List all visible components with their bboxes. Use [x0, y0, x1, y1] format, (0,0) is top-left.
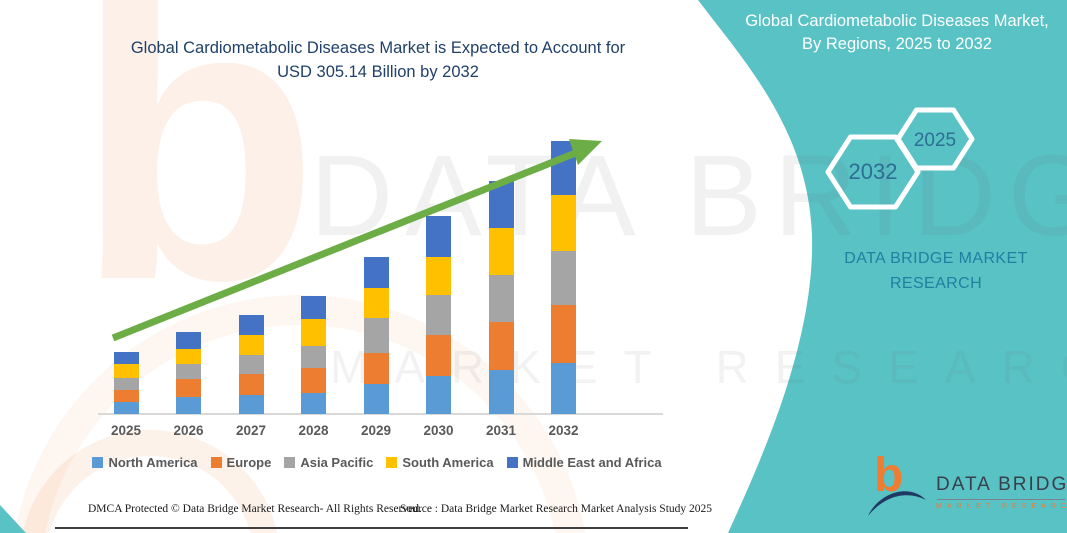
hexagon-2025 [895, 107, 975, 171]
x-axis-line [98, 413, 663, 415]
bar-segment-north-america [301, 393, 326, 414]
bar-segment-south-america [426, 257, 451, 295]
bar-segment-middle-east-and-africa [426, 216, 451, 257]
legend-swatch [284, 457, 296, 468]
bar-segment-europe [363, 353, 389, 384]
legend-label: South America [402, 455, 494, 470]
hexagon-2025-label: 2025 [914, 130, 956, 151]
logo-divider [937, 499, 1065, 500]
footer-dmca-text: DMCA Protected © Data Bridge Market Rese… [88, 503, 422, 515]
legend-swatch [506, 457, 518, 468]
bar-2029 [363, 257, 389, 414]
bar-segment-south-america [238, 335, 264, 355]
bar-segment-europe [176, 379, 201, 398]
bar-segment-asia-pacific [113, 378, 139, 390]
corner-accent-triangle [0, 505, 26, 533]
bar-segment-north-america [488, 370, 514, 414]
logo-swoosh-icon [868, 491, 926, 516]
x-axis-label-2028: 2028 [298, 423, 329, 438]
bar-segment-europe [426, 335, 451, 376]
bar-segment-middle-east-and-africa [301, 296, 326, 319]
bar-segment-europe [301, 368, 326, 393]
bar-segment-middle-east-and-africa [176, 332, 201, 350]
bar-segment-asia-pacific [551, 251, 576, 305]
bar-2027 [238, 314, 264, 414]
bar-2032 [551, 141, 576, 414]
legend-item-middle-east-and-africa: Middle East and Africa [506, 455, 662, 470]
bar-segment-north-america [551, 363, 576, 414]
bar-segment-europe [551, 305, 576, 363]
hexagon-2032-label: 2032 [849, 159, 898, 184]
bar-segment-north-america [426, 376, 451, 414]
legend-label: Europe [226, 455, 272, 470]
footer-divider-line [55, 527, 688, 529]
bar-segment-asia-pacific [488, 275, 514, 322]
bar-segment-middle-east-and-africa [113, 351, 139, 364]
bar-2025 [113, 351, 139, 414]
bar-segment-middle-east-and-africa [238, 314, 264, 335]
x-axis-label-2026: 2026 [173, 423, 204, 438]
bar-segment-south-america [113, 364, 139, 378]
legend-label: Asia Pacific [300, 455, 374, 470]
x-axis-label-2030: 2030 [423, 423, 454, 438]
bar-segment-europe [488, 322, 514, 370]
logo-name-text: DATA BRIDGE [936, 474, 1067, 495]
data-bridge-logo: b DATA BRIDGE MARKET RESEARCH [866, 452, 1067, 522]
x-axis-label-2027: 2027 [235, 423, 267, 438]
bar-segment-north-america [238, 394, 264, 414]
logo-b-glyph: b [874, 449, 904, 502]
hexagon-2032 [825, 134, 921, 210]
bar-segment-south-america [488, 228, 514, 275]
brand-wordmark-text: DATA BRIDGE MARKET RESEARCH [844, 250, 1028, 292]
bar-2028 [301, 296, 326, 414]
right-panel-title: Global Cardiometabolic Diseases Market, … [745, 12, 1049, 53]
bar-segment-asia-pacific [176, 364, 201, 380]
legend-swatch [386, 457, 398, 468]
chart-legend: North America Europe Asia Pacific South Ame… [86, 455, 668, 470]
x-axis-label-2032: 2032 [548, 423, 579, 438]
bar-segment-europe [113, 389, 139, 402]
legend-label: North America [108, 455, 198, 470]
legend-item-asia-pacific: Asia Pacific [284, 455, 373, 470]
legend-label: Middle East and Africa [522, 455, 662, 470]
legend-swatch [92, 457, 104, 468]
x-axis-label-2025: 2025 [110, 423, 142, 438]
x-axis-label-2031: 2031 [485, 423, 517, 438]
teal-panel-background [698, 0, 1067, 533]
bar-segment-asia-pacific [426, 295, 451, 335]
data-bridge-logo-icon: b [866, 452, 928, 522]
bar-segment-asia-pacific [363, 318, 389, 353]
bar-segment-south-america [301, 319, 326, 346]
bar-segment-south-america [363, 288, 389, 318]
bar-segment-north-america [363, 384, 389, 414]
bar-segment-middle-east-and-africa [363, 257, 389, 288]
bar-2026 [176, 332, 201, 414]
footer-source-text: Source : Data Bridge Market Research Mar… [400, 503, 713, 515]
legend-swatch [210, 457, 222, 468]
bar-segment-north-america [176, 397, 201, 414]
hexagon-year-badges: 2032 2025 [825, 107, 975, 210]
bar-segment-asia-pacific [301, 346, 326, 368]
bar-2031 [488, 181, 514, 414]
bar-segment-middle-east-and-africa [488, 181, 514, 228]
legend-item-north-america: North America [92, 455, 198, 470]
bar-segment-middle-east-and-africa [551, 141, 576, 195]
bar-segment-asia-pacific [238, 354, 264, 374]
bar-segment-europe [238, 374, 264, 395]
bar-segment-south-america [551, 195, 576, 251]
logo-subtitle-text: MARKET RESEARCH [936, 503, 1067, 510]
x-axis-label-2029: 2029 [360, 423, 392, 438]
legend-item-europe: Europe [210, 455, 272, 470]
bar-2030 [426, 216, 451, 414]
chart-title: Global Cardiometabolic Diseases Market i… [130, 39, 626, 81]
bar-segment-north-america [113, 402, 139, 414]
legend-item-south-america: South America [386, 455, 494, 470]
bar-segment-south-america [176, 349, 201, 365]
